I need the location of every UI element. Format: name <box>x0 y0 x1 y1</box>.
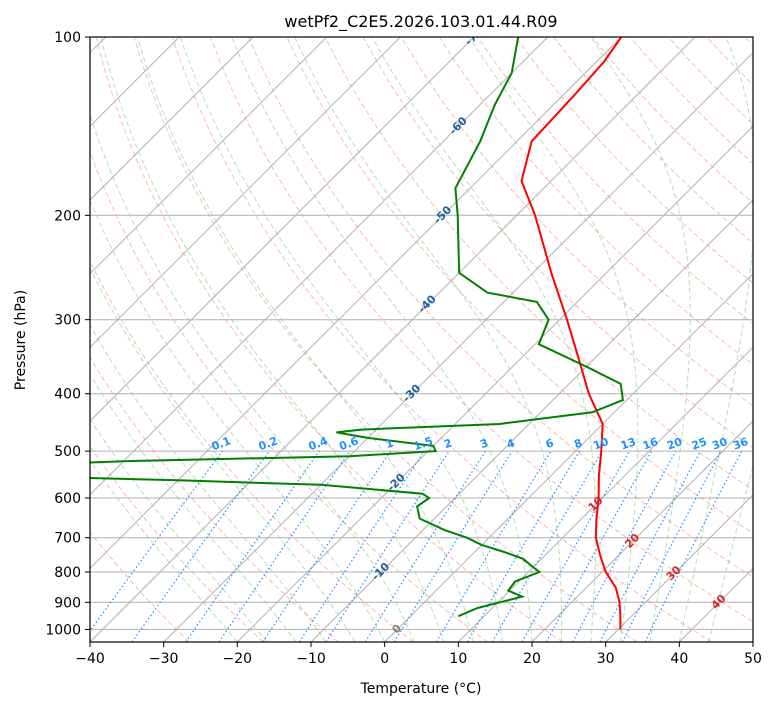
x-tick-label: 40 <box>670 651 688 667</box>
x-tick-label: −30 <box>149 651 179 667</box>
y-tick-label: 300 <box>54 313 81 329</box>
chart-title: wetPf2_C2E5.2026.103.01.44.R09 <box>284 12 557 32</box>
y-tick-label: 500 <box>54 444 81 460</box>
y-tick-label: 700 <box>54 531 81 547</box>
x-tick-label: 0 <box>380 651 389 667</box>
x-axis-label: Temperature (°C) <box>360 681 482 697</box>
y-tick-label: 800 <box>54 565 81 581</box>
y-tick-label: 900 <box>54 595 81 611</box>
y-tick-label: 600 <box>54 491 81 507</box>
x-tick-label: 50 <box>744 651 762 667</box>
x-tick-label: −10 <box>296 651 326 667</box>
y-tick-label: 400 <box>54 387 81 403</box>
x-tick-label: 20 <box>523 651 541 667</box>
x-tick-label: −40 <box>75 651 105 667</box>
y-tick-label: 100 <box>54 30 81 46</box>
x-tick-label: 10 <box>449 651 467 667</box>
y-tick-label: 1000 <box>45 622 81 638</box>
x-tick-label: 30 <box>597 651 615 667</box>
y-tick-label: 200 <box>54 208 81 224</box>
x-tick-label: −20 <box>223 651 253 667</box>
y-axis-label: Pressure (hPa) <box>13 290 29 390</box>
